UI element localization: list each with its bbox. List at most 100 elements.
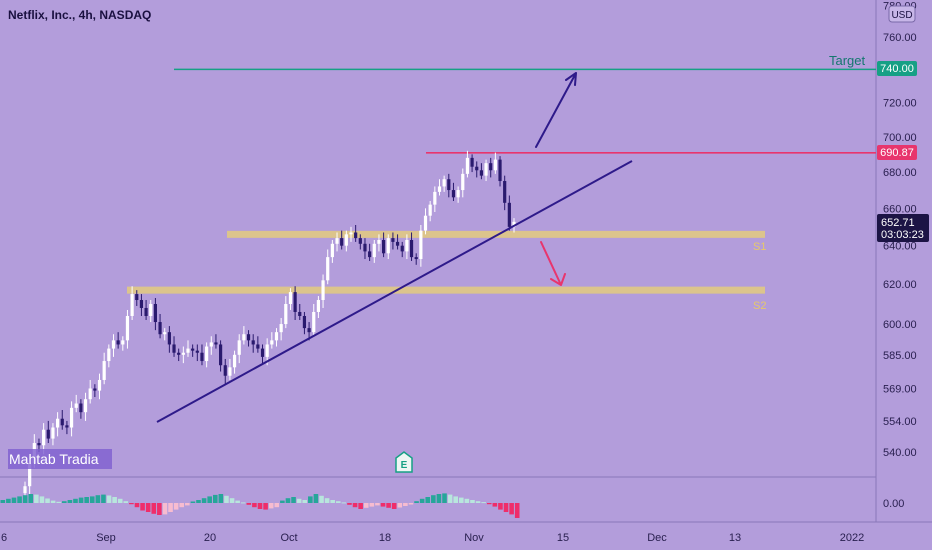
histogram-bar (56, 501, 62, 503)
histogram-bar (168, 503, 173, 512)
price-tick-label: 569.00 (883, 383, 917, 395)
histogram-bar (458, 497, 464, 503)
histogram-bar (246, 503, 252, 505)
resistance-price-text: 690.87 (880, 147, 914, 159)
candle-body (172, 344, 176, 353)
histogram-bar (442, 493, 447, 503)
candle-body (372, 243, 376, 258)
currency-badge[interactable]: USD (888, 5, 916, 23)
bullish-arrow (535, 72, 577, 148)
price-tick-label: 720.00 (883, 98, 917, 110)
price-tick-label: 660.00 (883, 203, 917, 215)
histogram-bar (129, 503, 134, 505)
candle-body (382, 240, 386, 254)
candle-body (205, 346, 209, 362)
candle-body (42, 429, 46, 446)
candle-body (144, 307, 148, 316)
histogram-bar (492, 503, 498, 507)
price-tick-label: 680.00 (883, 167, 917, 179)
earnings-badge[interactable]: E (395, 451, 413, 473)
time-tick-label: 18 (379, 532, 391, 544)
candle-body (214, 342, 218, 345)
histogram-bar (397, 503, 403, 508)
histogram-bar (73, 498, 78, 503)
candle-body (419, 230, 423, 260)
histogram-bar (464, 498, 470, 503)
last-price-text: 652.71 (881, 217, 915, 229)
bar-countdown-text: 03:03:23 (881, 229, 924, 241)
histogram-bar (319, 495, 324, 503)
histogram-bar (162, 503, 168, 515)
resistance-price-tag: 690.87 (877, 145, 917, 160)
candle-body (191, 348, 195, 351)
candle-body (181, 352, 185, 355)
candle-body (475, 166, 479, 171)
price-tick-label: 700.00 (883, 132, 917, 144)
candle-body (111, 340, 116, 349)
candle-body (498, 159, 502, 182)
histogram-bar (403, 503, 408, 506)
histogram-bar (408, 503, 414, 505)
candle-body (69, 407, 74, 428)
candle-body (330, 243, 334, 258)
histogram-bar (11, 497, 17, 503)
histogram-bar (436, 494, 442, 503)
time-tick-label: Sep (96, 532, 116, 544)
candle-body (246, 334, 251, 341)
candle-body (326, 257, 330, 281)
candle-body (158, 322, 162, 335)
support1-label: S1 (753, 241, 766, 253)
candle-body (298, 311, 302, 316)
time-tick-label: Oct (280, 532, 297, 544)
histogram-bar (352, 503, 358, 508)
histogram-bar (386, 503, 391, 508)
histogram-bar (358, 503, 363, 509)
histogram-bar (308, 496, 313, 503)
time-axis[interactable]: 6 Sep 20 Oct 18 Nov 15 Dec 13 2022 (1, 532, 864, 544)
time-tick-label: 13 (729, 532, 741, 544)
target-price-text: 740.00 (880, 63, 914, 75)
histogram-bar (447, 494, 453, 503)
histogram-bar (475, 501, 481, 503)
candle-body (121, 340, 125, 345)
candle-body (256, 344, 260, 349)
histogram-bar (224, 495, 229, 503)
target-price-tag: 740.00 (877, 61, 917, 76)
candle-body (74, 403, 78, 408)
histogram-bar (6, 498, 11, 503)
candle-body (368, 251, 372, 258)
trendline (156, 160, 633, 423)
candle-body (447, 179, 451, 191)
candle-body (400, 245, 404, 252)
histogram-bar (391, 503, 397, 509)
histogram-bar (196, 500, 201, 503)
histogram-bar (117, 498, 123, 503)
histogram-bar (151, 503, 157, 514)
candle-body (312, 311, 316, 333)
candle-body (433, 191, 437, 205)
histogram-bar (50, 500, 56, 503)
histogram-bar (95, 495, 101, 503)
histogram-bar (179, 503, 185, 508)
currency-label: USD (891, 10, 912, 21)
candle-body (461, 173, 465, 191)
candle-body (354, 232, 358, 239)
histogram-bar (134, 503, 140, 508)
indicator-zero-tick: 0.00 (883, 498, 904, 510)
candle-body (46, 429, 50, 439)
candle-body (200, 352, 204, 362)
histogram-bar (67, 500, 73, 503)
candle-body (153, 303, 157, 323)
histogram-bar (375, 503, 380, 506)
candle-body (65, 425, 69, 428)
histogram-bar (112, 497, 117, 503)
candle-body (125, 315, 130, 341)
time-tick-label: Dec (647, 532, 667, 544)
candle-body (391, 238, 395, 242)
candle-body (130, 294, 134, 316)
histogram-bar (39, 496, 45, 503)
last-price-tag: 652.71 03:03:23 (877, 214, 929, 242)
candle-body (167, 332, 171, 345)
candle-body (335, 238, 339, 244)
